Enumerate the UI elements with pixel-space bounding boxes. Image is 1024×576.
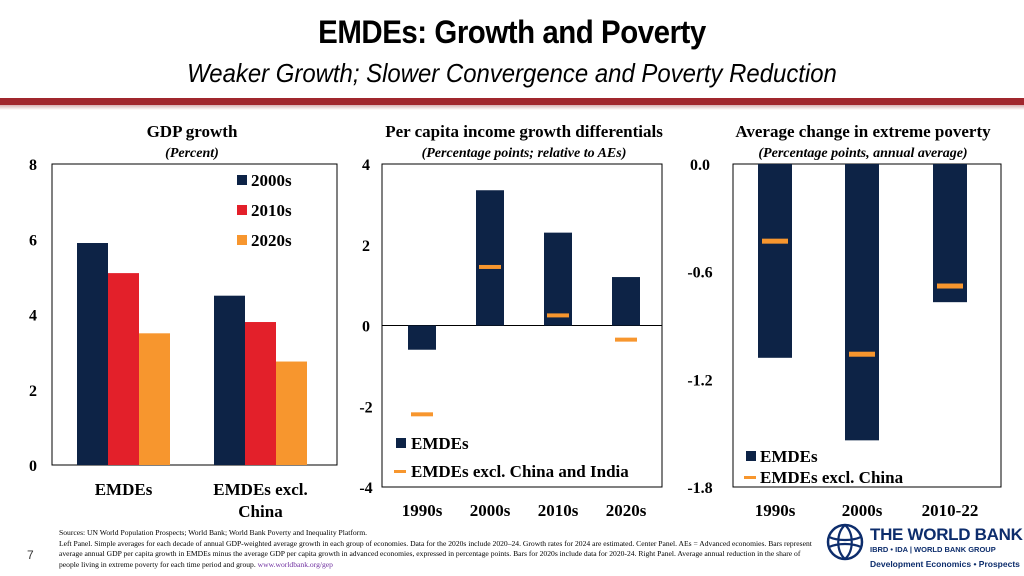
page-title: EMDEs: Growth and Poverty: [318, 14, 706, 50]
panel1-bar-2020s: [276, 361, 307, 465]
panel3-ytick: -1.8: [687, 480, 712, 497]
panel2-bar-emdes: [476, 190, 504, 326]
panel2-ytick: 2: [362, 238, 370, 255]
panel2-legend-label: EMDEs: [411, 434, 469, 453]
globe-icon: [826, 523, 864, 561]
panel2-category-label: 1990s: [402, 501, 443, 520]
panel2-legend-swatch: [396, 438, 406, 448]
logo-affiliation: IBRD • IDA | WORLD BANK GROUP: [870, 545, 996, 554]
panel1-legend-swatch: [237, 175, 247, 185]
page-number: 7: [27, 548, 34, 562]
panel2-legend-label: EMDEs excl. China and India: [411, 462, 629, 481]
panel3-legend-dash: [744, 476, 756, 479]
panel2-category-label: 2010s: [538, 501, 579, 520]
charts-canvas: GDP growth (Percent) 0 2 4 6 8 EMDEs EMDEs excl.…: [29, 122, 1002, 521]
logo-department: Development Economics • Prospects: [870, 559, 1020, 569]
panel3-bar-emdes: [845, 164, 879, 441]
panel2-marker-excl: [411, 412, 433, 417]
panel3-category-label: 2000s: [842, 501, 883, 520]
panel2-marker-excl: [615, 337, 637, 342]
panel3-legend-label: EMDEs excl. China: [760, 468, 904, 487]
header-rule: [0, 98, 1024, 105]
panel2-category-label: 2000s: [470, 501, 511, 520]
panel1-subtitle: (Percent): [165, 146, 219, 161]
panel1-ytick: 6: [29, 232, 37, 249]
panel1-ytick: 4: [29, 308, 37, 325]
panel3-bar-emdes: [758, 164, 792, 358]
panel3-subtitle: (Percentage points, annual average): [758, 146, 967, 161]
panel3-legend-label: EMDEs: [760, 447, 818, 466]
panel1-bar-2020s: [139, 333, 170, 465]
panel1-ytick: 2: [29, 383, 37, 400]
sources-note: Sources: UN World Population Prospects; …: [59, 528, 819, 570]
panel2-marker-excl: [479, 264, 501, 269]
panel2-legend-dash: [394, 470, 406, 473]
panel1-title: GDP growth: [147, 122, 238, 141]
notes-body: Left Panel. Simple averages for each dec…: [59, 538, 812, 569]
panel2-subtitle: (Percentage points; relative to AEs): [422, 146, 627, 161]
panel3-ytick: 0.0: [690, 157, 710, 174]
panel1-category-label: China: [238, 502, 283, 521]
panel1-bar-2000s: [77, 243, 108, 465]
notes-text: Left Panel. Simple averages for each dec…: [59, 539, 819, 571]
panel3-ytick: -1.2: [687, 372, 712, 389]
panel2-bar-emdes: [612, 277, 640, 326]
panel2-title: Per capita income growth differentials: [385, 122, 663, 141]
logo-name: THE WORLD BANK: [870, 525, 1023, 544]
panel3-category-label: 1990s: [755, 501, 796, 520]
panel1-category-label: EMDEs excl.: [213, 480, 307, 499]
panel3-marker-excl: [849, 351, 875, 357]
page-subtitle: Weaker Growth; Slower Convergence and Po…: [187, 58, 837, 88]
panel1-bar-2010s: [108, 273, 139, 465]
panel3-legend-swatch: [746, 451, 756, 461]
panel2-bar-emdes: [408, 325, 436, 350]
panel2-ytick: 4: [362, 157, 370, 174]
panel1-legend-label: 2020s: [251, 231, 292, 250]
panel3-marker-excl: [937, 283, 963, 289]
panel1-ytick: 8: [29, 157, 37, 174]
panel1-legend-swatch: [237, 235, 247, 245]
panel1-legend-swatch: [237, 205, 247, 215]
panel2-ytick: -4: [359, 480, 372, 497]
panel3-bar-emdes: [933, 164, 967, 303]
panel3-marker-excl: [762, 238, 788, 244]
world-bank-logo: THE WORLD BANK IBRD • IDA | WORLD BANK G…: [826, 521, 1023, 571]
panel1-frame: [51, 163, 338, 466]
panel1-ytick: 0: [29, 458, 37, 475]
gep-link[interactable]: www.worldbank.org/gep: [257, 559, 333, 569]
panel1-bar-2000s: [214, 295, 245, 465]
panel3-category-label: 2010-22: [922, 501, 979, 520]
panel2-ytick: 0: [362, 319, 370, 336]
panel2-marker-excl: [547, 313, 569, 318]
panel2-category-label: 2020s: [606, 501, 647, 520]
header-rule-shadow: [0, 105, 1024, 110]
panel2-bar-emdes: [544, 232, 572, 326]
sources-line: Sources: UN World Population Prospects; …: [59, 528, 368, 537]
panel3-title: Average change in extreme poverty: [735, 122, 991, 141]
panel2-ytick: -2: [359, 399, 372, 416]
panel1-category-label: EMDEs: [95, 480, 153, 499]
panel3-ytick: -0.6: [687, 265, 712, 282]
panel1-legend-label: 2010s: [251, 201, 292, 220]
panel1-bar-2010s: [245, 322, 276, 465]
panel1-legend-label: 2000s: [251, 171, 292, 190]
